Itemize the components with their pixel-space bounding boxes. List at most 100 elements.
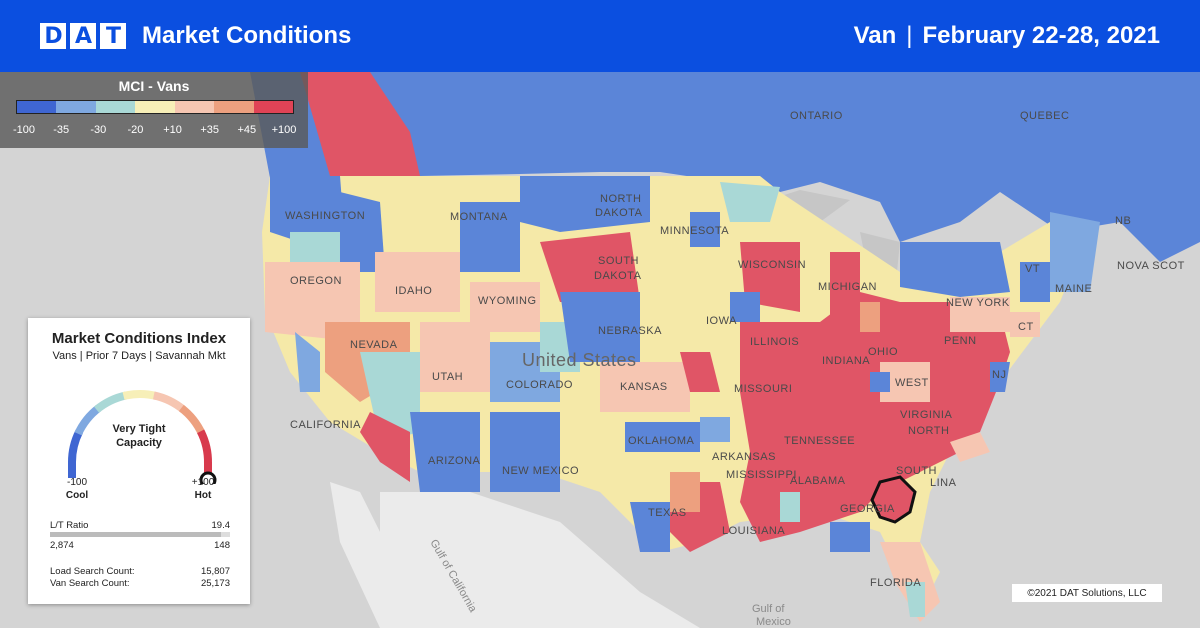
legend-swatch-4: [174, 101, 215, 113]
label-georgia: GEORGIA: [840, 503, 895, 515]
gauge-min-desc: Cool: [65, 490, 89, 501]
legend-tick-7: +100: [271, 124, 297, 136]
gauge-max: +100 Hot: [178, 476, 228, 502]
label-gulf-mexico-2: Mexico: [756, 616, 791, 628]
legend-swatch-0: [17, 101, 57, 113]
region-baja: [330, 482, 420, 628]
lt-ratio-label: L/T Ratio: [50, 520, 89, 531]
market-map[interactable]: ONTARIO QUEBEC WASHINGTON MONTANA NORTH …: [0, 72, 1200, 628]
region-ms-dark: [670, 472, 700, 512]
label-arkansas: ARKANSAS: [712, 451, 776, 463]
lt-ratio-bar: [50, 532, 230, 537]
lt-ratio-value: 19.4: [211, 520, 231, 531]
region-gulf-blue: [830, 522, 870, 552]
van-search-label: Van Search Count:: [50, 578, 130, 589]
legend-tick-1: -35: [53, 124, 70, 136]
header-separator: |: [906, 22, 913, 49]
region-mo-red: [680, 352, 720, 392]
header-context: Van | February 22-28, 2021: [854, 22, 1160, 50]
label-wyoming: WYOMING: [478, 295, 537, 307]
region-utah: [420, 322, 490, 392]
lt-ratio-row: L/T Ratio 19.4: [50, 520, 230, 531]
label-colorado: COLORADO: [506, 379, 573, 391]
label-new-york: NEW YORK: [946, 297, 1010, 309]
region-ca-blue: [295, 332, 320, 392]
label-lina: LINA: [930, 477, 957, 489]
region-sc-light: [950, 432, 990, 462]
gauge-max-value: +100: [191, 477, 215, 488]
legend-swatch-3: [135, 101, 175, 113]
label-north: NORTH: [908, 425, 949, 437]
region-idaho: [375, 252, 460, 312]
label-utah: UTAH: [432, 371, 463, 383]
region-ar-light: [700, 417, 730, 442]
label-montana: MONTANA: [450, 211, 508, 223]
label-iowa: IOWA: [706, 315, 737, 327]
label-oregon: OREGON: [290, 275, 342, 287]
label-alabama: ALABAMA: [790, 475, 846, 487]
region-sd: [540, 232, 640, 302]
gauge-min-value: -100: [66, 477, 87, 488]
lt-load-count: 2,874: [50, 540, 74, 551]
dat-logo: D A T: [40, 23, 126, 49]
logo-letter-a: A: [70, 23, 96, 49]
region-ne-blue: [900, 242, 1010, 297]
region-ne-blue: [560, 292, 640, 362]
region-mn-blue: [690, 212, 720, 247]
label-west: WEST: [895, 377, 929, 389]
region-ia-blue: [730, 292, 760, 322]
region-va-blue: [870, 372, 890, 392]
load-search-row: Load Search Count: 15,807: [50, 566, 230, 577]
region-al-teal: [780, 492, 800, 522]
label-south: SOUTH: [896, 465, 937, 477]
label-ct: CT: [1018, 321, 1034, 333]
label-florida: FLORIDA: [870, 577, 921, 589]
region-ct-light: [1010, 312, 1040, 337]
label-maine: MAINE: [1055, 283, 1092, 295]
gauge-status-line-1: Very Tight: [112, 423, 166, 435]
label-south-dakota-1: SOUTH: [598, 255, 639, 267]
label-penn: PENN: [944, 335, 977, 347]
region-nd: [520, 176, 650, 232]
gauge-arcs: [68, 390, 212, 478]
equipment-type: Van: [853, 22, 897, 49]
region-ca-red: [360, 412, 410, 482]
legend-tick-4: +10: [163, 124, 182, 136]
label-new-mexico: NEW MEXICO: [502, 465, 579, 477]
legend-title: MCI - Vans: [118, 78, 190, 94]
label-missouri: MISSOURI: [734, 383, 792, 395]
label-indiana: INDIANA: [822, 355, 870, 367]
region-mn-teal: [720, 182, 780, 222]
label-kansas: KANSAS: [620, 381, 668, 393]
mci-gauge: [68, 390, 217, 484]
label-louisiana: LOUISIANA: [722, 525, 785, 537]
region-mexico: [380, 492, 700, 628]
label-wisconsin: WISCONSIN: [738, 259, 806, 271]
label-michigan: MICHIGAN: [818, 281, 877, 293]
label-quebec: QUEBEC: [1020, 110, 1069, 122]
label-vt: VT: [1025, 263, 1040, 275]
legend-tick-2: -30: [90, 124, 107, 136]
label-texas: TEXAS: [648, 507, 687, 519]
gauge-segment-3: [122, 390, 158, 400]
legend-ticks: -100 -35 -30 -20 +10 +35 +45 +100: [0, 124, 308, 140]
header-title: Market Conditions: [142, 22, 352, 49]
label-ontario: ONTARIO: [790, 110, 843, 122]
label-united-states: United States: [522, 350, 637, 370]
legend-swatch-6: [253, 101, 293, 113]
mci-panel: Market Conditions Index Vans | Prior 7 D…: [28, 318, 250, 604]
region-wa-east: [340, 192, 385, 272]
gauge-status: Very Tight Capacity: [28, 422, 250, 450]
legend-swatch-1: [56, 101, 96, 113]
region-bc: [300, 72, 420, 176]
gauge-status-line-2: Capacity: [116, 437, 162, 449]
header-bar: D A T Market Conditions Van | February 2…: [0, 0, 1200, 72]
van-search-value: 25,173: [200, 578, 230, 589]
label-mississippi: MISSISSIPPI: [726, 469, 797, 481]
label-north-dakota-2: DAKOTA: [595, 207, 643, 219]
label-ohio: OHIO: [868, 346, 898, 358]
region-ks: [600, 362, 690, 412]
label-illinois: ILLINOIS: [750, 336, 799, 348]
copyright-notice: ©2021 DAT Solutions, LLC: [1012, 584, 1162, 602]
gauge-segment-4: [152, 391, 187, 413]
